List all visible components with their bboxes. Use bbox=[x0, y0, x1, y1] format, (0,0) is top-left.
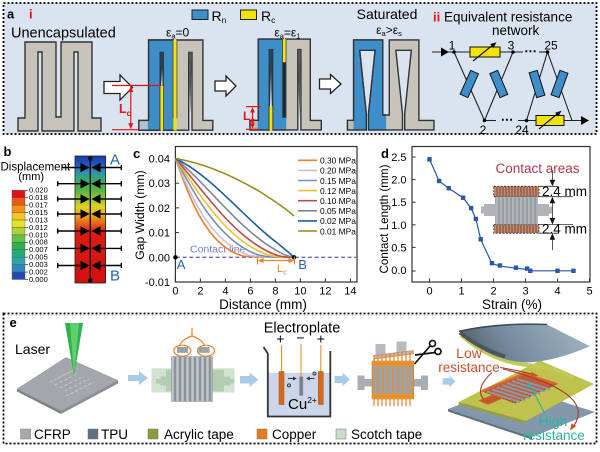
svg-text:i: i bbox=[29, 7, 33, 22]
svg-text:Equivalent resistance: Equivalent resistance bbox=[444, 10, 572, 25]
svg-text:CFRP: CFRP bbox=[34, 427, 71, 442]
svg-text:0.02 MPa: 0.02 MPa bbox=[320, 216, 356, 226]
svg-text:ii: ii bbox=[433, 10, 440, 25]
svg-text:1: 1 bbox=[449, 39, 456, 53]
svg-text:Electroplate: Electroplate bbox=[264, 321, 341, 337]
svg-text:-0.01: -0.01 bbox=[145, 277, 170, 289]
svg-text:1.0: 1.0 bbox=[391, 220, 406, 232]
svg-text:A: A bbox=[177, 257, 186, 272]
svg-text:2: 2 bbox=[197, 286, 203, 298]
svg-text:1: 1 bbox=[458, 286, 464, 298]
svg-text:0.01: 0.01 bbox=[149, 228, 170, 240]
svg-text:0.000: 0.000 bbox=[29, 275, 48, 284]
svg-text:(mm): (mm) bbox=[18, 171, 44, 183]
svg-text:8: 8 bbox=[272, 286, 278, 298]
svg-text:network: network bbox=[492, 23, 540, 38]
svg-text:0.04: 0.04 bbox=[149, 154, 170, 166]
svg-text:5: 5 bbox=[586, 286, 592, 298]
svg-text:Saturated: Saturated bbox=[357, 6, 418, 22]
svg-text:24: 24 bbox=[515, 123, 529, 137]
svg-text:3: 3 bbox=[522, 286, 528, 298]
svg-text:0.005: 0.005 bbox=[29, 253, 48, 262]
svg-text:Acrylic tape: Acrylic tape bbox=[164, 427, 234, 442]
svg-text:0.0: 0.0 bbox=[391, 265, 406, 277]
svg-text:25: 25 bbox=[544, 39, 558, 53]
svg-text:10: 10 bbox=[294, 286, 306, 298]
svg-text:0: 0 bbox=[426, 286, 432, 298]
svg-text:e: e bbox=[10, 315, 17, 330]
svg-text:0.03: 0.03 bbox=[149, 178, 170, 190]
svg-text:Copper: Copper bbox=[272, 427, 317, 442]
svg-text:0.018: 0.018 bbox=[29, 193, 48, 202]
svg-text:Unencapsulated: Unencapsulated bbox=[11, 26, 116, 42]
svg-text:2: 2 bbox=[480, 123, 487, 137]
svg-text:0.12 MPa: 0.12 MPa bbox=[320, 186, 356, 196]
svg-text:4: 4 bbox=[554, 286, 560, 298]
svg-text:0.002: 0.002 bbox=[29, 267, 48, 276]
svg-text:3: 3 bbox=[508, 39, 515, 53]
svg-text:0.003: 0.003 bbox=[29, 260, 48, 269]
svg-text:0.01 MPa: 0.01 MPa bbox=[320, 226, 356, 236]
svg-text:Strain (%): Strain (%) bbox=[482, 297, 542, 312]
svg-text:1.5: 1.5 bbox=[391, 197, 406, 209]
svg-text:14: 14 bbox=[344, 286, 356, 298]
svg-text:2.5: 2.5 bbox=[391, 152, 406, 164]
svg-text:TPU: TPU bbox=[101, 427, 128, 442]
svg-text:0.10 MPa: 0.10 MPa bbox=[320, 196, 356, 206]
svg-text:0.5: 0.5 bbox=[391, 242, 406, 254]
svg-text:a: a bbox=[7, 7, 15, 22]
svg-text:0.012: 0.012 bbox=[29, 223, 48, 232]
svg-text:−: − bbox=[296, 330, 304, 346]
svg-text:0.02: 0.02 bbox=[149, 203, 170, 215]
svg-text:A: A bbox=[110, 152, 120, 169]
svg-text:b: b bbox=[4, 144, 12, 159]
svg-text:Distance (mm): Distance (mm) bbox=[219, 297, 307, 312]
svg-text:2.0: 2.0 bbox=[391, 175, 406, 187]
svg-text:0.007: 0.007 bbox=[29, 245, 48, 254]
svg-text:0.15 MPa: 0.15 MPa bbox=[320, 176, 356, 186]
svg-text:0: 0 bbox=[172, 286, 178, 298]
svg-text:0.30 MPa: 0.30 MPa bbox=[320, 155, 356, 165]
svg-text:0.013: 0.013 bbox=[29, 215, 48, 224]
svg-text:0.008: 0.008 bbox=[29, 238, 48, 247]
svg-text:6: 6 bbox=[247, 286, 253, 298]
svg-text:+: + bbox=[276, 331, 284, 347]
svg-text:Low: Low bbox=[456, 345, 483, 361]
svg-text:0.00: 0.00 bbox=[149, 252, 170, 264]
svg-text:12: 12 bbox=[319, 286, 331, 298]
svg-text:d: d bbox=[381, 146, 389, 161]
svg-text:B: B bbox=[110, 268, 120, 285]
svg-text:Gap Width (mm): Gap Width (mm) bbox=[133, 170, 147, 259]
svg-text:Lc: Lc bbox=[277, 263, 287, 277]
svg-text:+: + bbox=[317, 331, 325, 347]
svg-text:resistance: resistance bbox=[523, 428, 585, 443]
svg-text:0.017: 0.017 bbox=[29, 201, 48, 210]
svg-text:0.05 MPa: 0.05 MPa bbox=[320, 206, 356, 216]
svg-text:⋅⋅⋅: ⋅⋅⋅ bbox=[501, 113, 513, 128]
svg-text:0.020: 0.020 bbox=[29, 186, 48, 195]
svg-text:⋅⋅⋅: ⋅⋅⋅ bbox=[524, 44, 536, 59]
svg-text:Contact areas: Contact areas bbox=[495, 161, 579, 176]
svg-text:2.4 mm: 2.4 mm bbox=[542, 184, 587, 199]
svg-text:resistance: resistance bbox=[438, 360, 500, 375]
svg-text:0.20 MPa: 0.20 MPa bbox=[320, 166, 356, 176]
svg-text:εa=0: εa=0 bbox=[166, 26, 190, 41]
svg-text:0.015: 0.015 bbox=[29, 208, 48, 217]
svg-text:Laser: Laser bbox=[15, 341, 50, 357]
svg-text:2: 2 bbox=[490, 286, 496, 298]
svg-text:2.4 mm: 2.4 mm bbox=[542, 222, 587, 237]
svg-text:c: c bbox=[133, 146, 140, 161]
svg-text:Displacement: Displacement bbox=[1, 162, 71, 174]
svg-text:Contact Length (mm): Contact Length (mm) bbox=[378, 164, 391, 273]
svg-text:High: High bbox=[539, 413, 568, 429]
svg-text:4: 4 bbox=[222, 286, 228, 298]
svg-text:B: B bbox=[298, 257, 307, 272]
svg-text:0.010: 0.010 bbox=[29, 230, 48, 239]
svg-text:Scotch tape: Scotch tape bbox=[351, 427, 422, 442]
